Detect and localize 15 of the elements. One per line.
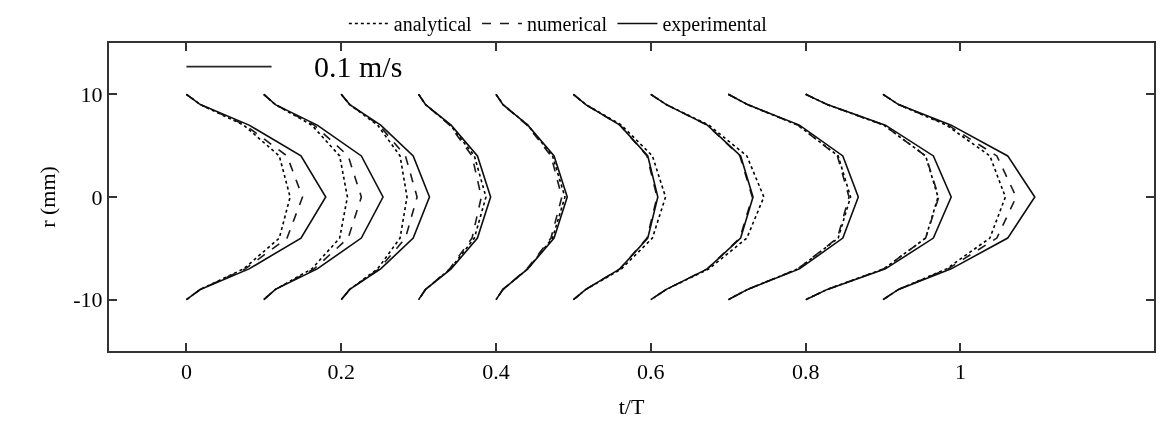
x-axis-title: t/T bbox=[618, 393, 645, 419]
x-tick-label: 0 bbox=[180, 359, 192, 385]
y-tick-label: 10 bbox=[80, 82, 103, 108]
y-tick-label: -10 bbox=[73, 287, 103, 313]
legend-label: experimental bbox=[662, 13, 768, 37]
annotation: 0.1 m/s bbox=[314, 50, 403, 83]
x-tick-label: 0.6 bbox=[637, 359, 665, 385]
x-tick-label: 0.8 bbox=[791, 359, 820, 385]
x-tick-label: 1 bbox=[954, 359, 966, 385]
x-tick-label: 0.4 bbox=[482, 359, 510, 385]
legend-label: analytical bbox=[393, 13, 473, 37]
legend-label: numerical bbox=[527, 13, 608, 36]
y-tick-label: 0 bbox=[91, 184, 103, 210]
y-axis-title: r (mm) bbox=[34, 166, 60, 228]
x-tick-label: 0.2 bbox=[327, 359, 355, 385]
